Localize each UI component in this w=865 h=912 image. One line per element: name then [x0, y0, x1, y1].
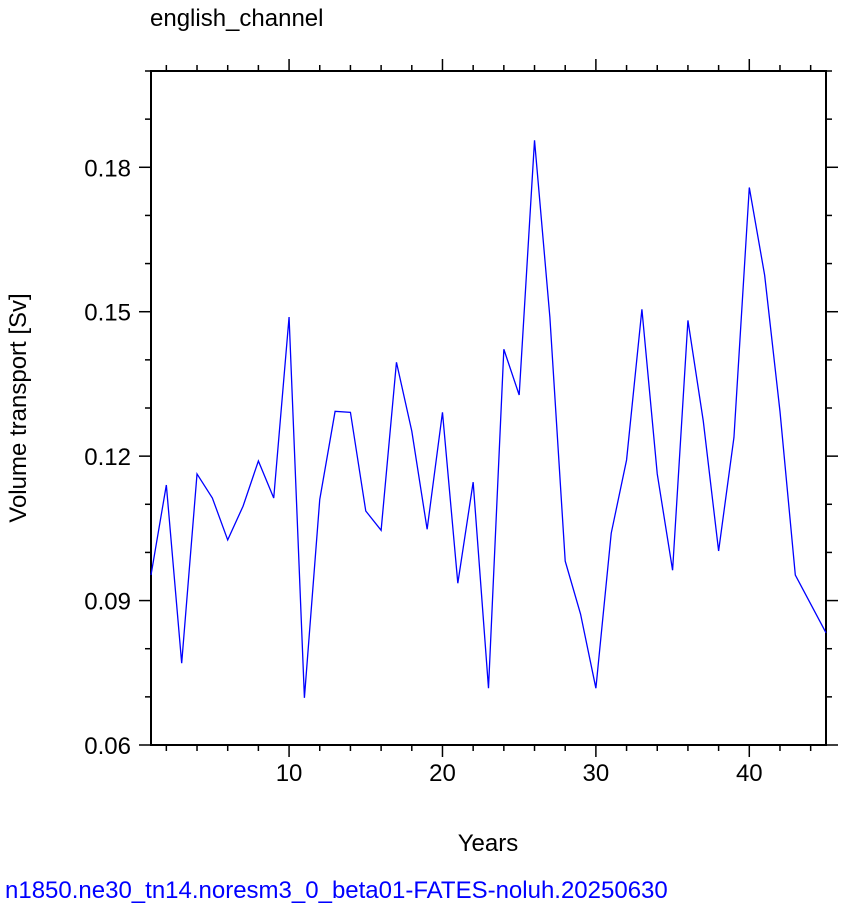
x-tick-label: 40 [736, 760, 763, 787]
y-tick-label: 0.18 [84, 155, 131, 182]
x-tick-label: 10 [276, 760, 303, 787]
y-tick-label: 0.06 [84, 733, 131, 760]
caption: n1850.ne30_tn14.noresm3_0_beta01-FATES-n… [5, 877, 668, 904]
y-tick-label: 0.12 [84, 444, 131, 471]
plot-frame [150, 70, 827, 746]
x-tick-label: 30 [583, 760, 610, 787]
data-line [150, 140, 827, 698]
y-tick-label: 0.15 [84, 300, 131, 327]
y-axis-label: Volume transport [Sv] [5, 293, 32, 522]
x-axis-label: Years [458, 830, 519, 857]
y-tick-label: 0.09 [84, 589, 131, 616]
x-tick-label: 20 [429, 760, 456, 787]
chart-title: english_channel [150, 5, 323, 32]
